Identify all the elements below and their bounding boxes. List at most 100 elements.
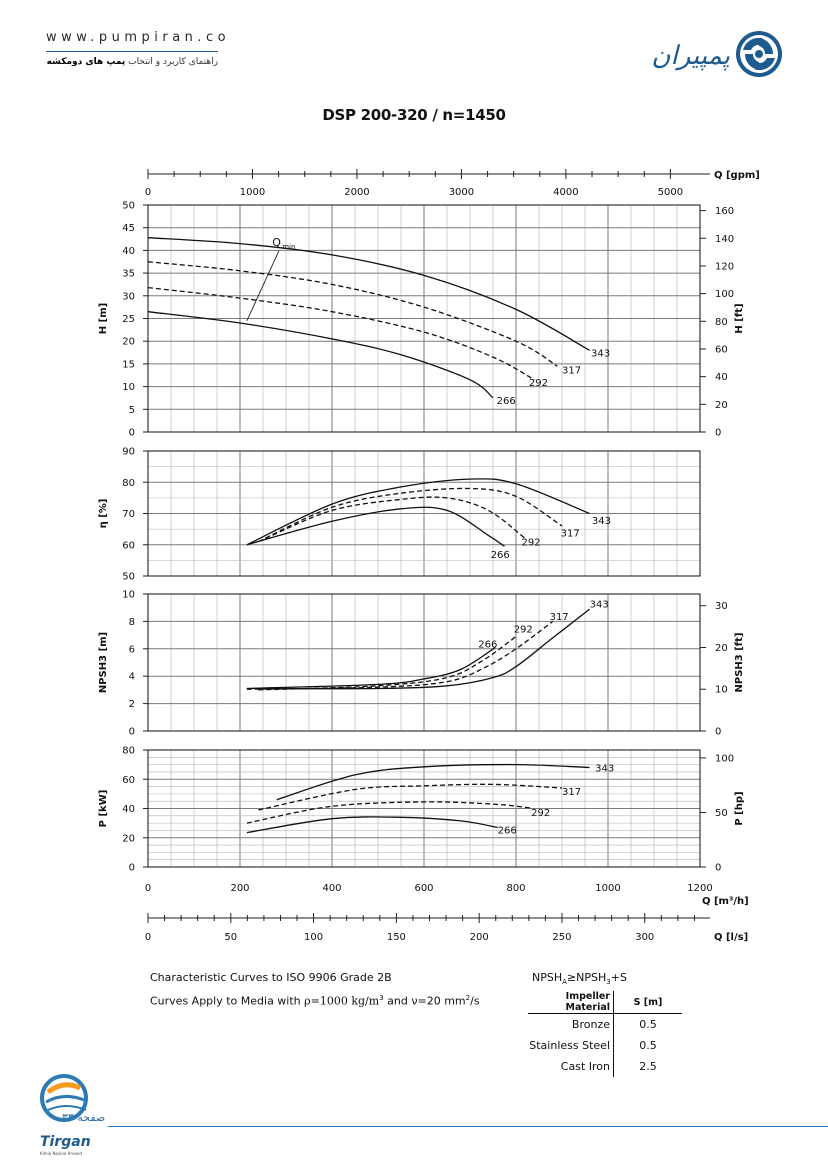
qmin-label: Q <box>272 236 281 249</box>
y-tick-label: 0 <box>129 863 135 874</box>
panel-frame-npsh <box>147 593 701 732</box>
y-axis-label-efficiency: η [%] <box>98 499 109 529</box>
right-tick-label: 20 <box>715 643 728 654</box>
curve-efficiency-266 <box>246 506 505 547</box>
right-tick-label: 0 <box>715 727 721 738</box>
right-tick-label: 30 <box>715 601 728 612</box>
right-tick-label: 0 <box>715 428 721 439</box>
curve-label-efficiency-266: 266 <box>491 550 510 561</box>
gpm-tick-label: 2000 <box>344 187 369 198</box>
x-tick-label: 0 <box>145 883 151 894</box>
ls-tick-label: 300 <box>635 932 654 943</box>
material-cell: Stainless Steel <box>528 1035 614 1056</box>
y-tick-label: 20 <box>122 833 135 844</box>
curve-label-head-343: 343 <box>591 349 610 360</box>
table-header-row: Impeller Material S [m] <box>528 991 682 1014</box>
npsh-a: NPSH <box>532 971 563 984</box>
y-tick-label: 10 <box>122 590 135 601</box>
header-s: S [m] <box>613 991 682 1014</box>
table-row: Stainless Steel 0.5 <box>528 1035 682 1056</box>
npsh-a-sub: A <box>562 978 567 987</box>
y-tick-label: 40 <box>122 804 135 815</box>
pumpiran-logo: پمپیران <box>651 31 782 77</box>
tirgan-wordmark: Tirgan <box>40 1134 91 1150</box>
ls-tick-label: 50 <box>224 932 237 943</box>
x-tick-label: 400 <box>322 883 341 894</box>
table-row: Bronze 0.5 <box>528 1013 682 1035</box>
media-note-sup1: 3 <box>379 994 384 1002</box>
curve-power-266 <box>246 816 498 834</box>
y-axis-label-power: P [kW] <box>98 790 109 828</box>
right-axis-label-npsh: NPSH3 [ft] <box>734 633 745 693</box>
curve-label-power-266: 266 <box>498 826 517 837</box>
curve-head-292 <box>147 286 535 381</box>
ls-tick-label: 100 <box>304 932 323 943</box>
media-note-rho: ρ=1000 kg/m <box>304 994 380 1008</box>
impeller-material-table: Impeller Material S [m] Bronze 0.5 Stain… <box>528 991 682 1077</box>
y-tick-label: 4 <box>129 672 135 683</box>
x-axis-label-ls: Q [l/s] <box>714 932 748 943</box>
curve-label-power-317: 317 <box>562 787 581 798</box>
y-axis-label-npsh: NPSH3 [m] <box>98 632 109 693</box>
iso-note: Characteristic Curves to ISO 9906 Grade … <box>150 971 392 984</box>
qmin-sub-label: min <box>282 243 295 251</box>
s-cell: 0.5 <box>639 1018 657 1031</box>
curve-power-292 <box>246 801 530 824</box>
y-tick-label: 50 <box>122 201 135 212</box>
website-url[interactable]: www.pumpiran.co <box>46 30 231 45</box>
material-cell: Bronze <box>528 1013 614 1035</box>
x-tick-label: 1200 <box>687 883 712 894</box>
right-tick-label: 140 <box>715 234 734 245</box>
tagline-bold: پمپ های دومکشه <box>46 57 126 67</box>
y-axis-label-head: H [m] <box>98 303 109 334</box>
right-axis-label-power: P [hp] <box>734 791 745 825</box>
curve-efficiency-317 <box>258 487 563 543</box>
y-tick-label: 2 <box>129 699 135 710</box>
gpm-tick-label: 4000 <box>553 187 578 198</box>
gear-icon <box>40 1074 88 1122</box>
x-tick-label: 200 <box>230 883 249 894</box>
chart-title: DSP 200-320 / n=1450 <box>322 106 506 124</box>
y-tick-label: 15 <box>122 359 135 370</box>
y-tick-label: 35 <box>122 269 135 280</box>
curve-power-317 <box>258 783 563 811</box>
media-note-a: Curves Apply to Media with <box>150 994 301 1008</box>
right-tick-label: 20 <box>715 400 728 411</box>
right-tick-label: 100 <box>715 753 734 764</box>
y-tick-label: 45 <box>122 223 135 234</box>
right-tick-label: 100 <box>715 289 734 300</box>
curve-npsh-266 <box>246 646 496 690</box>
y-tick-label: 20 <box>122 337 135 348</box>
brand-wordmark: پمپیران <box>651 41 730 71</box>
y-tick-label: 5 <box>129 405 135 416</box>
y-tick-label: 40 <box>122 246 135 257</box>
ls-tick-label: 250 <box>552 932 571 943</box>
curve-label-efficiency-292: 292 <box>522 538 541 549</box>
curve-npsh-343 <box>246 608 591 690</box>
curve-label-head-292: 292 <box>529 378 548 389</box>
header-rule <box>46 51 218 52</box>
y-tick-label: 60 <box>122 540 135 551</box>
npsh-formula: NPSHA≥NPSH3+S <box>532 971 627 986</box>
y-tick-label: 8 <box>129 617 135 628</box>
tagline-normal: راهنمای کاربرد و انتخاب <box>125 57 218 67</box>
header-material: Impeller Material <box>528 991 614 1014</box>
curve-label-npsh-343: 343 <box>590 600 609 611</box>
curve-label-npsh-266: 266 <box>478 639 497 650</box>
npsh-c: +S <box>610 971 627 984</box>
curve-head-317 <box>147 261 558 367</box>
y-tick-label: 30 <box>122 291 135 302</box>
right-tick-label: 160 <box>715 206 734 217</box>
y-tick-label: 25 <box>122 314 135 325</box>
x-tick-label: 600 <box>414 883 433 894</box>
right-tick-label: 0 <box>715 863 721 874</box>
curve-label-power-292: 292 <box>531 808 550 819</box>
curve-label-npsh-292: 292 <box>514 624 533 635</box>
page-number-label: صفحه ۳۳ <box>62 1111 106 1124</box>
header-tagline: راهنمای کاربرد و انتخاب پمپ های دومکشه <box>46 57 218 67</box>
ls-tick-label: 200 <box>470 932 489 943</box>
curve-power-343 <box>276 763 590 801</box>
y-tick-label: 0 <box>129 727 135 738</box>
media-note-unit: /s <box>470 994 480 1008</box>
